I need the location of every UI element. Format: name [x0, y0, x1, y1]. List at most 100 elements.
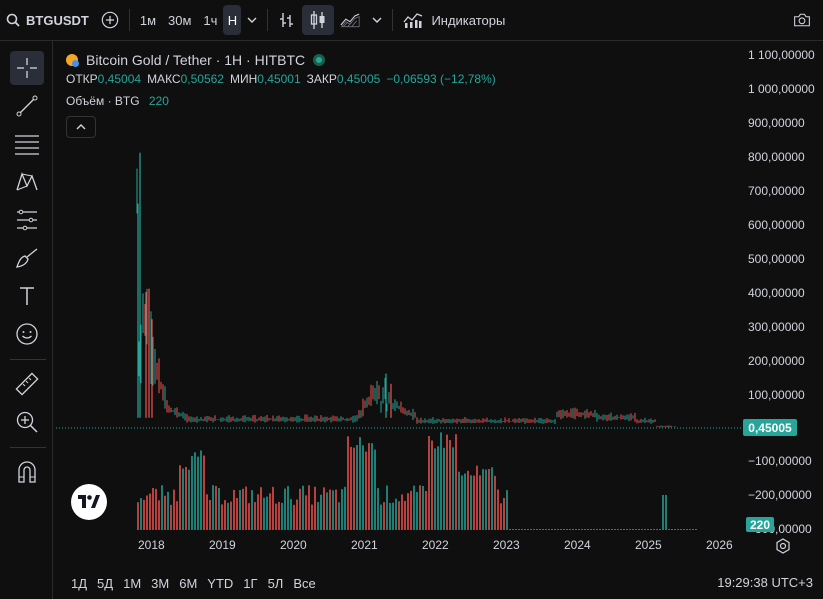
volume-bar [653, 529, 655, 530]
price-chart[interactable] [56, 44, 746, 534]
volume-bar [164, 495, 166, 530]
emoji-tool[interactable] [10, 317, 44, 351]
chart-settings-button[interactable] [775, 538, 791, 557]
volume-bar [515, 529, 517, 530]
measure-tool[interactable] [10, 367, 44, 401]
range-1m[interactable]: 1М [123, 576, 142, 591]
volume-bar [668, 529, 670, 530]
volume-bar [419, 485, 421, 530]
volume-bar [644, 529, 646, 530]
brush-icon [16, 248, 38, 268]
volume-bar [641, 529, 643, 530]
time-axis[interactable]: 2018 2019 2020 2021 2022 2023 2024 2025 … [0, 538, 823, 556]
volume-bar [374, 449, 376, 530]
range-all[interactable]: Все [293, 576, 316, 591]
price-tick: 400,00000 [748, 286, 805, 300]
price-axis[interactable]: 1 100,00000 1 000,00000 900,00000 800,00… [748, 44, 823, 544]
chevron-up-icon [76, 124, 86, 130]
volume-bar [152, 487, 154, 530]
crosshair-tool[interactable] [10, 51, 44, 85]
volume-bar [608, 529, 610, 530]
divider [392, 9, 394, 31]
ruler-icon [15, 372, 39, 396]
volume-bar [614, 529, 616, 530]
volume-bar [599, 529, 601, 530]
price-tick: 800,00000 [748, 150, 805, 164]
volume-bar [518, 529, 520, 530]
volume-bar [137, 502, 139, 530]
volume-bar [293, 504, 295, 530]
volume-bar [143, 499, 145, 530]
time-tick: 2024 [564, 538, 591, 552]
zoom-tool[interactable] [10, 405, 44, 439]
screenshot-button[interactable] [787, 5, 817, 35]
range-3m[interactable]: 3М [151, 576, 170, 591]
area-chart-type-button[interactable] [334, 5, 366, 35]
volume-bar [509, 529, 511, 530]
bar-replay-button[interactable] [272, 5, 302, 35]
interval-dropdown[interactable] [241, 5, 263, 35]
range-6m[interactable]: 6М [179, 576, 198, 591]
price-tick: 100,00000 [748, 388, 805, 402]
volume-bar [473, 475, 475, 530]
volume-bar [623, 529, 625, 530]
interval-week[interactable]: Н [223, 5, 242, 35]
volume-bar [395, 498, 397, 530]
utc-clock[interactable]: 19:29:38 UTC+3 [717, 575, 813, 590]
volume-bar [251, 490, 253, 530]
volume-bar [230, 501, 232, 530]
volume-bar [380, 504, 382, 530]
volume-bar [179, 465, 181, 530]
volume-bar [590, 529, 592, 530]
volume-bar [500, 503, 502, 530]
volume-bar [215, 485, 217, 530]
volume-bar [239, 490, 241, 530]
price-tick: −200,00000 [748, 488, 812, 502]
volume-bar [200, 450, 202, 530]
collapse-legend-button[interactable] [66, 116, 96, 138]
price-tick: 300,00000 [748, 320, 805, 334]
volume-bar [491, 467, 493, 530]
magnet-tool[interactable] [10, 455, 44, 489]
candles-icon [311, 11, 325, 29]
candles-chart-type-button[interactable] [302, 5, 335, 35]
compare-symbol-button[interactable] [95, 5, 125, 35]
volume-bar [299, 488, 301, 530]
interval-30m[interactable]: 30м [168, 12, 192, 28]
brush-tool[interactable] [10, 241, 44, 275]
text-tool[interactable] [10, 279, 44, 313]
forecast-tool[interactable] [10, 203, 44, 237]
interval-1h[interactable]: 1ч [203, 12, 218, 28]
horizontal-lines-icon [15, 135, 39, 155]
range-5y[interactable]: 5Л [267, 576, 284, 591]
volume-bar [488, 469, 490, 530]
volume-bar [209, 499, 211, 530]
volume-bar [548, 529, 550, 530]
volume-bar [242, 488, 244, 530]
volume-bar [329, 489, 331, 530]
range-5d[interactable]: 5Д [97, 576, 114, 591]
pattern-tool[interactable] [10, 165, 44, 199]
volume-bar [536, 529, 538, 530]
indicators-button[interactable]: Индикаторы [397, 5, 511, 35]
price-tick: 600,00000 [748, 218, 805, 232]
chart-type-dropdown[interactable] [366, 5, 388, 35]
volume-bar [665, 495, 667, 530]
volume-bar [422, 486, 424, 530]
interval-1m[interactable]: 1м [139, 12, 157, 28]
volume-bar [182, 468, 184, 530]
fib-tool[interactable] [10, 127, 44, 161]
volume-bar [161, 485, 163, 530]
symbol-search[interactable]: BTGUSDT [0, 5, 95, 35]
volume-bar [167, 491, 169, 530]
tradingview-logo[interactable] [71, 484, 107, 520]
range-1y[interactable]: 1Г [243, 576, 258, 591]
range-1d[interactable]: 1Д [71, 576, 88, 591]
range-ytd[interactable]: YTD [207, 576, 234, 591]
tradingview-icon [78, 495, 100, 508]
indicators-icon [403, 13, 423, 28]
text-icon [20, 287, 34, 305]
volume-bar [236, 497, 238, 530]
trend-line-tool[interactable] [10, 89, 44, 123]
volume-bar [464, 473, 466, 530]
